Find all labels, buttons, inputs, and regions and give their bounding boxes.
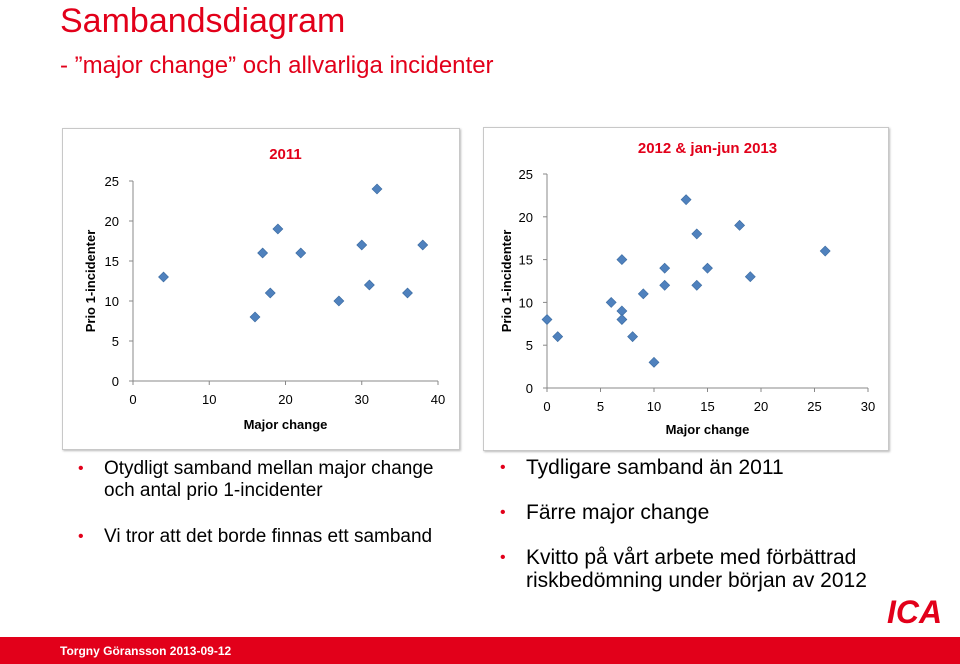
scatter-chart-2012-2013: 2012 & jan-jun 2013 0 5 10 15 20 25 30 0 5 10 15 20 2…	[483, 127, 889, 451]
footer-text: Torgny Göransson 2013-09-12	[60, 644, 232, 658]
y-tick-label: 25	[519, 167, 533, 182]
x-tick-label: 40	[431, 392, 445, 407]
y-tick-label: 15	[519, 253, 533, 268]
chart-svg-2011: 2011 0 10 20 30 40 0 5 10 15 20 25 Major change Prio …	[83, 146, 445, 432]
data-point	[356, 239, 368, 251]
y-axis-label: Prio 1-incidenter	[499, 230, 514, 333]
y-tick-label: 10	[105, 294, 119, 309]
y-tick-label: 20	[519, 210, 533, 225]
chart-svg-2012-2013: 2012 & jan-jun 2013 0 5 10 15 20 25 30 0 5 10 15 20 2…	[499, 140, 875, 437]
y-tick-label: 5	[112, 334, 119, 349]
data-point	[249, 311, 261, 323]
x-tick-label: 30	[355, 392, 369, 407]
y-tick-label: 20	[105, 214, 119, 229]
x-tick-label: 20	[278, 392, 292, 407]
data-point	[257, 247, 269, 259]
x-tick-label: 10	[647, 399, 661, 414]
x-tick-label: 25	[807, 399, 821, 414]
x-tick-label: 0	[129, 392, 136, 407]
data-point	[402, 287, 413, 299]
bullet-item: Kvitto på vårt arbete med förbättrad ris…	[500, 546, 920, 592]
data-point	[158, 271, 169, 283]
data-point	[627, 331, 639, 343]
data-point	[744, 271, 756, 283]
y-tick-label: 25	[105, 174, 119, 189]
x-tick-label: 0	[543, 399, 550, 414]
data-point	[637, 288, 649, 300]
data-point	[680, 194, 692, 206]
data-point	[734, 219, 746, 231]
data-point	[819, 245, 831, 257]
y-tick-label: 0	[112, 374, 119, 389]
x-tick-label: 5	[597, 399, 604, 414]
data-point	[371, 183, 383, 195]
slide-subtitle: - ”major change” och allvarliga incident…	[60, 52, 494, 79]
footer-bar: Torgny Göransson 2013-09-12	[0, 637, 960, 664]
bullet-item: Vi tror att det borde finnas ett samband	[78, 526, 458, 548]
y-tick-label: 10	[519, 295, 533, 310]
y-tick-label: 5	[526, 338, 533, 353]
x-tick-label: 20	[754, 399, 768, 414]
y-tick-label: 0	[526, 381, 533, 396]
bullet-item: Färre major change	[500, 501, 920, 524]
slide-title: Sambandsdiagram	[60, 2, 346, 40]
ica-logo: ICA	[887, 594, 942, 627]
data-point	[417, 239, 429, 251]
x-tick-label: 30	[861, 399, 875, 414]
bullet-list-left: Otydligt samband mellan major change och…	[78, 458, 458, 548]
data-point	[333, 295, 345, 307]
data-point	[648, 356, 660, 368]
ica-logo-text: ICA	[887, 594, 942, 627]
chart-title: 2012 & jan-jun 2013	[638, 140, 777, 157]
data-point	[691, 279, 703, 291]
x-tick-label: 15	[700, 399, 714, 414]
data-point	[295, 247, 307, 259]
bullet-item: Tydligare samband än 2011	[500, 456, 920, 479]
data-point	[659, 262, 671, 274]
chart-title: 2011	[269, 146, 302, 163]
scatter-chart-2011: 2011 0 10 20 30 40 0 5 10 15 20 25 Major change Prio …	[62, 128, 460, 450]
data-point	[616, 254, 628, 266]
bullet-item: Otydligt samband mellan major change och…	[78, 458, 458, 502]
data-point	[552, 331, 564, 343]
x-axis-label: Major change	[244, 417, 328, 432]
x-axis-label: Major change	[666, 422, 750, 437]
data-point	[272, 223, 284, 235]
data-point	[605, 296, 617, 308]
y-tick-label: 15	[105, 254, 119, 269]
data-point	[691, 228, 703, 240]
data-point	[264, 287, 276, 299]
data-point	[541, 314, 553, 325]
data-point	[363, 279, 375, 291]
data-point	[616, 314, 628, 325]
x-tick-label: 10	[202, 392, 216, 407]
bullet-list-right: Tydligare samband än 2011 Färre major ch…	[500, 456, 920, 592]
data-point	[659, 279, 671, 291]
data-point	[702, 262, 713, 274]
y-axis-label: Prio 1-incidenter	[83, 230, 98, 333]
